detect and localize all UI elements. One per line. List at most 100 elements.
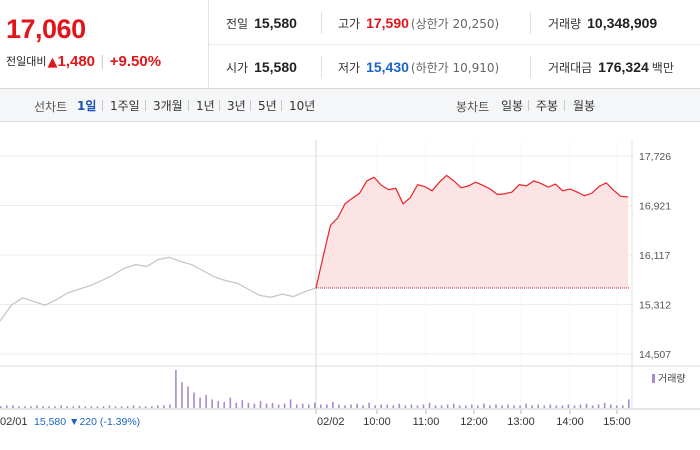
volume-bar: [501, 405, 503, 408]
volume-bar: [416, 405, 419, 408]
volume-bar: [211, 399, 213, 408]
y-tick-label: 17,726: [639, 151, 671, 163]
price-lines: [0, 174, 629, 322]
prev-day-percent: (-1.39%): [100, 416, 140, 428]
volume-bar: [12, 405, 14, 408]
volume-legend-label: 거래량: [658, 373, 686, 385]
volume-bar: [495, 404, 497, 408]
divider: [530, 56, 531, 78]
period-1y-tab[interactable]: 1년: [196, 99, 215, 113]
high-label: 고가: [338, 17, 361, 31]
y-tick-label: 16,921: [639, 201, 671, 213]
volume-legend: 거래량: [652, 373, 686, 385]
volume-bar: [543, 405, 546, 408]
y-tick-label: 16,117: [639, 250, 670, 262]
low-label: 저가: [338, 61, 361, 75]
line-chart-label: 선차트: [34, 100, 68, 114]
volume-bar: [223, 402, 225, 408]
volume-bar: [326, 404, 328, 408]
volume-bar: [48, 406, 50, 408]
x-tick-label: 15:00: [603, 416, 631, 428]
volume-bar: [513, 405, 515, 408]
change-row: 전일대비▲1,480 | +9.50%: [6, 53, 161, 70]
change-divider: |: [100, 54, 105, 70]
volume-bar: [60, 405, 62, 408]
volume-bar: [398, 403, 401, 408]
volume-bar: [6, 405, 8, 408]
volume-bar: [356, 403, 358, 408]
volume-bar: [151, 406, 153, 408]
volume-bar: [344, 405, 346, 408]
volume-bar: [489, 405, 491, 408]
volume-bar: [169, 404, 171, 408]
volume-bar: [271, 402, 274, 408]
volume-bar: [561, 405, 564, 408]
row-divider: [209, 44, 700, 45]
volume-bar: [18, 406, 20, 408]
period-3m-tab[interactable]: 3개월: [153, 99, 183, 113]
volume-bar: [265, 403, 268, 408]
volume-label: 거래량: [548, 17, 582, 31]
volume-bar: [555, 405, 558, 408]
volume-bar: [66, 406, 68, 408]
x-axis-ticks: 02/01 02/02 10:00 11:00 12:00 13:00 14:00 15:00: [0, 409, 631, 428]
open-value: 15,580: [254, 59, 297, 75]
x-tick-label: 13:00: [507, 416, 535, 428]
volume-bar: [187, 386, 189, 408]
volume-bar: [597, 404, 600, 408]
period-10y-tab[interactable]: 10년: [289, 99, 316, 113]
volume-bar: [30, 406, 32, 408]
divider: [564, 100, 565, 111]
candle-chart-label: 봉차트: [456, 100, 490, 114]
candle-daily-tab[interactable]: 일봉: [501, 99, 524, 113]
period-1d-tab[interactable]: 1일: [77, 99, 97, 113]
volume-bar: [380, 404, 382, 408]
volume-bar: [471, 404, 473, 408]
volume-value: 10,348,909: [587, 15, 658, 31]
volume-bar: [247, 402, 250, 408]
divider: [321, 12, 322, 34]
candle-monthly-tab[interactable]: 월봉: [573, 99, 596, 113]
volume-bar: [54, 406, 56, 408]
volume-bar: [573, 405, 576, 408]
y-axis-ticks: 17,726 16,921 16,117 15,312 14,507: [639, 151, 671, 361]
open-label: 시가: [226, 61, 249, 75]
period-5y-tab[interactable]: 5년: [258, 99, 277, 113]
volume-bar: [458, 405, 461, 408]
divider: [528, 100, 529, 111]
volume-bar: [452, 403, 455, 408]
x-tick-label: 12:00: [460, 416, 488, 428]
volume-bar: [0, 406, 2, 408]
amount-cell: 거래대금 176,324 백만: [548, 59, 674, 76]
volume-bar: [350, 404, 352, 408]
y-tick-label: 14,507: [639, 349, 671, 361]
volume-bar: [229, 397, 232, 408]
current-price: 17,060: [6, 14, 86, 44]
volume-bar: [338, 404, 340, 408]
volume-bar: [404, 405, 407, 408]
low-cell: 저가 15,430 (하한가 10,910): [338, 59, 499, 76]
x-tick-label: 11:00: [413, 416, 440, 428]
volume-bar: [525, 403, 527, 408]
period-1w-tab[interactable]: 1주일: [110, 99, 140, 113]
divider: [530, 12, 531, 34]
amount-value: 176,324: [598, 59, 649, 75]
amount-label: 거래대금: [548, 61, 593, 75]
volume-cell: 거래량 10,348,909: [548, 15, 657, 32]
up-arrow-icon: ▲: [47, 55, 58, 70]
volume-bar: [531, 405, 533, 408]
volume-bar: [108, 405, 111, 408]
open-cell: 시가 15,580: [226, 59, 297, 76]
today-price-line: [315, 174, 629, 289]
volume-bar: [320, 404, 322, 408]
prev-close-value: 15,580: [254, 15, 297, 31]
volume-bar: [314, 402, 316, 408]
change-percent: +9.50%: [109, 53, 162, 70]
volume-bar: [132, 405, 135, 408]
period-3y-tab[interactable]: 3년: [227, 99, 246, 113]
lower-limit: (하한가 10,910): [410, 61, 500, 75]
y-tick-label: 15,312: [639, 299, 671, 311]
candle-weekly-tab[interactable]: 주봉: [536, 99, 559, 113]
volume-bar: [277, 404, 280, 408]
